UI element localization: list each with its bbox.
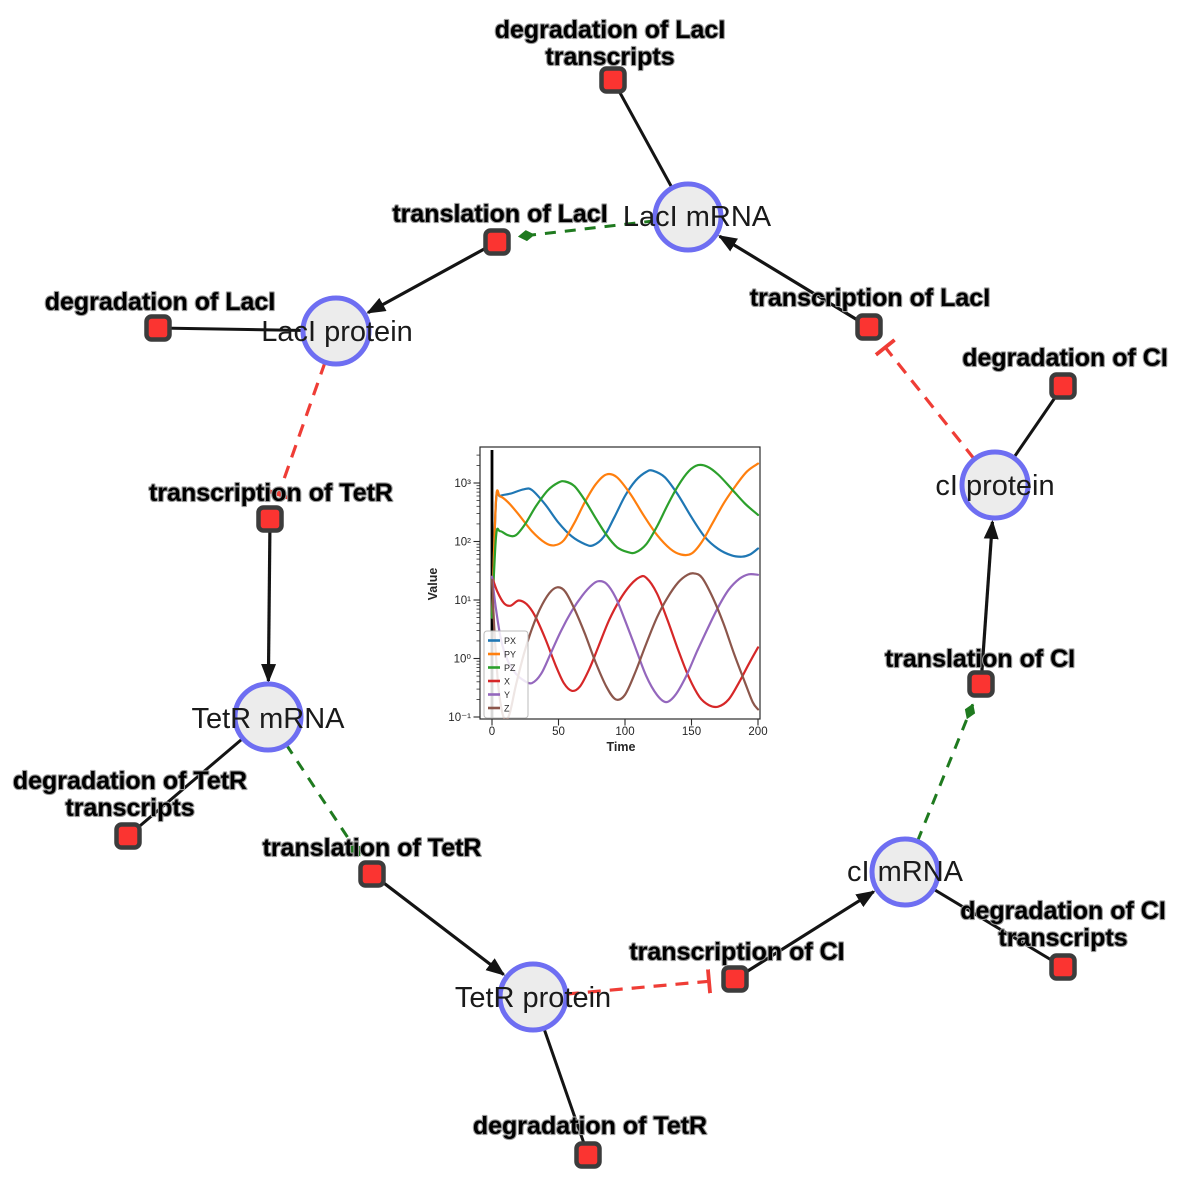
series-line-PY — [490, 462, 760, 619]
xtick-150: 150 — [682, 726, 701, 738]
reaction-node-translation-of-ci[interactable] — [967, 670, 995, 698]
reaction-node-degradation-of-laci-transcripts[interactable] — [599, 66, 627, 94]
label-degradation-of-laci-transcripts-line2: transcripts — [545, 43, 674, 71]
label-degradation-of-ci: degradation of CI — [962, 344, 1168, 372]
x-axis-title: Time — [607, 740, 636, 754]
edge-transcription-ci-to-ci-mrna — [734, 890, 876, 981]
x-axis-ticks — [491, 719, 759, 726]
series-line-X — [490, 574, 760, 709]
label-laci-protein: LacI protein — [261, 316, 413, 348]
reaction-node-degradation-of-ci[interactable] — [1049, 372, 1077, 400]
y-axis-ticks — [473, 454, 480, 718]
legend-label-py: PY — [504, 650, 516, 660]
nodes — [114, 66, 1077, 1169]
species-node-ci-mrna[interactable] — [869, 836, 941, 908]
label-degradation-of-tetr-transcripts-line2: transcripts — [65, 794, 194, 822]
label-laci-mrna: LacI mRNA — [623, 201, 772, 233]
y-axis-title: Value — [426, 568, 440, 601]
species-node-ci-protein[interactable] — [959, 449, 1031, 521]
edge-transcription-laci-to-laci-mrna — [717, 234, 870, 329]
label-tetr-mrna: TetR mRNA — [191, 703, 345, 735]
reaction-node-transcription-of-ci[interactable] — [721, 965, 749, 993]
label-tetr-protein: TetR protein — [455, 982, 611, 1014]
ytick-1e0: 10⁰ — [454, 654, 472, 666]
reaction-node-translation-of-laci[interactable] — [483, 228, 511, 256]
edge-tetr-protein-inhibits-transcription-ci — [565, 969, 712, 996]
reaction-node-degradation-of-tetr[interactable] — [574, 1141, 602, 1169]
legend-label-x: X — [504, 677, 510, 687]
ytick-1e-1: 10⁻¹ — [448, 712, 471, 724]
label-degradation-of-ci-transcripts-line1: degradation of CI — [960, 897, 1166, 925]
label-ci-mrna: cI mRNA — [847, 856, 964, 888]
edge-transcription-tetr-to-tetr-mrna — [261, 518, 277, 683]
legend-label-y: Y — [504, 690, 510, 700]
label-degradation-of-ci-transcripts-line2: transcripts — [998, 924, 1127, 952]
label-degradation-of-laci: degradation of LacI — [45, 288, 276, 316]
label-transcription-of-ci: transcription of CI — [629, 938, 844, 966]
label-translation-of-laci: translation of LacI — [392, 200, 607, 228]
xtick-0: 0 — [489, 726, 495, 738]
inset-plot: 10⁻¹ 10⁰ 10¹ 10² 10³ 0 50 100 150 200 Ti… — [425, 437, 775, 762]
edge-translation-ci-to-ci-protein — [979, 519, 999, 685]
edge-laci-mrna-modifies-translation — [517, 219, 656, 242]
label-transcription-of-laci: transcription of LacI — [750, 284, 990, 312]
reaction-node-transcription-of-laci[interactable] — [855, 313, 883, 341]
chart-legend: PX PY PZ X Y Z — [483, 630, 529, 719]
reaction-node-transcription-of-tetr[interactable] — [256, 505, 284, 533]
ytick-1e3: 10³ — [454, 478, 471, 490]
edge-translation-laci-to-laci-protein — [366, 240, 498, 315]
species-node-tetr-mrna[interactable] — [232, 681, 304, 753]
label-degradation-of-laci-transcripts-line1: degradation of LacI — [495, 16, 726, 44]
ytick-1e2: 10² — [454, 537, 471, 549]
series-line-PX — [490, 469, 760, 619]
label-translation-of-tetr: translation of TetR — [263, 834, 482, 862]
label-degradation-of-tetr: degradation of TetR — [473, 1112, 707, 1140]
xtick-200: 200 — [748, 726, 767, 738]
xtick-100: 100 — [615, 726, 634, 738]
species-node-laci-protein[interactable] — [300, 295, 372, 367]
label-translation-of-ci: translation of CI — [885, 645, 1075, 673]
reaction-node-translation-of-tetr[interactable] — [358, 860, 386, 888]
reaction-node-degradation-of-ci-transcripts[interactable] — [1049, 953, 1077, 981]
legend-label-z: Z — [504, 704, 510, 714]
label-transcription-of-tetr: transcription of TetR — [149, 479, 393, 507]
ytick-1e1: 10¹ — [454, 595, 471, 607]
node-labels: degradation of LacI transcripts translat… — [12, 15, 1169, 1141]
legend-label-pz: PZ — [504, 663, 516, 673]
reaction-node-degradation-of-tetr-transcripts[interactable] — [114, 822, 142, 850]
edge-translation-tetr-to-tetr-protein — [371, 872, 506, 976]
species-node-laci-mrna[interactable] — [652, 181, 724, 253]
label-degradation-of-tetr-transcripts-line1: degradation of TetR — [13, 767, 247, 795]
edge-tetr-mrna-modifies-translation — [284, 743, 362, 857]
edge-ci-protein-inhibits-transcription-laci — [874, 338, 976, 461]
edge-ci-mrna-modifies-translation — [916, 703, 976, 842]
edge-laci-protein-inhibits-transcription-tetr — [266, 361, 327, 501]
species-node-tetr-protein[interactable] — [497, 961, 569, 1033]
series-line-PZ — [490, 463, 760, 619]
xtick-50: 50 — [552, 726, 565, 738]
reaction-node-degradation-of-laci[interactable] — [144, 314, 172, 342]
label-ci-protein: cI protein — [935, 470, 1054, 502]
legend-label-px: PX — [504, 636, 516, 646]
